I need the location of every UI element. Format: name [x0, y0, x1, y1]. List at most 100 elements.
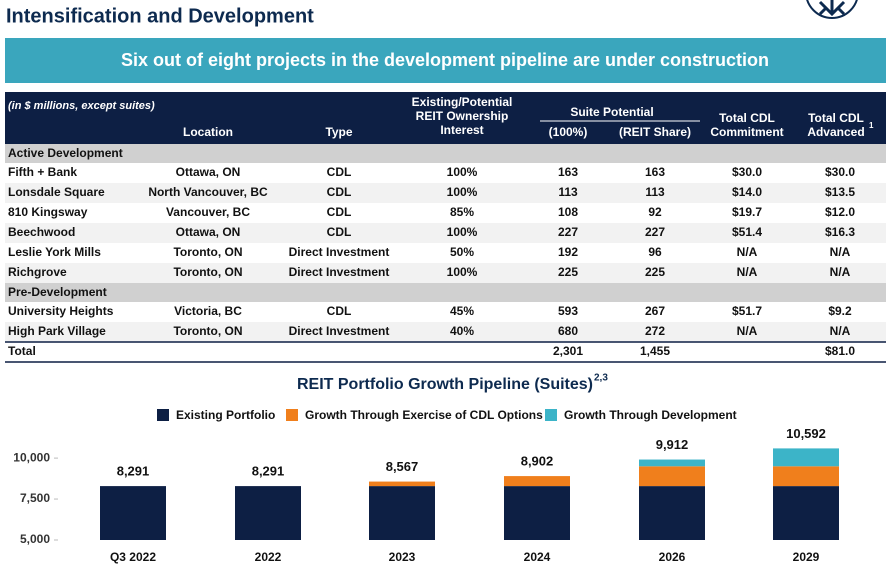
table-cell: Toronto, ON	[173, 265, 242, 279]
table-cell: Direct Investment	[289, 265, 390, 279]
header-cell: Total CDL	[808, 111, 864, 125]
header-cell: (100%)	[549, 125, 588, 139]
table-cell: $30.0	[825, 165, 855, 179]
total-label: 9,912	[656, 437, 689, 452]
row-bg	[5, 163, 886, 183]
table-cell: N/A	[830, 245, 851, 259]
table-cell: Leslie York Mills	[8, 245, 101, 259]
table-cell: $14.0	[732, 185, 762, 199]
table-cell: 85%	[450, 205, 474, 219]
bar-segment	[235, 486, 301, 540]
header-cell: Type	[325, 125, 352, 139]
table-cell: 96	[648, 245, 662, 259]
table-cell: N/A	[830, 265, 851, 279]
table-cell: 113	[645, 185, 665, 199]
row-bg	[5, 203, 886, 223]
table-cell: High Park Village	[8, 324, 106, 338]
table-cell: 100%	[447, 185, 478, 199]
table-cell: University Heights	[8, 304, 114, 318]
legend-swatch	[545, 409, 557, 421]
chart-title: REIT Portfolio Growth Pipeline (Suites)	[297, 376, 593, 393]
table-cell: Direct Investment	[289, 324, 390, 338]
table-cell: CDL	[327, 304, 352, 318]
x-tick-label: 2029	[793, 550, 820, 564]
x-tick-label: 2023	[389, 550, 416, 564]
row-bg	[5, 243, 886, 263]
row-bg	[5, 263, 886, 283]
table-cell: $19.7	[732, 205, 762, 219]
table-cell: 108	[558, 205, 578, 219]
table-cell: 192	[558, 245, 578, 259]
table-cell: 2,301	[553, 344, 583, 358]
table-cell: 100%	[447, 165, 478, 179]
header-cell: (in $ millions, except suites)	[8, 100, 155, 112]
total-label: 8,291	[252, 464, 285, 479]
table-cell: Ottawa, ON	[176, 225, 241, 239]
bar-segment	[773, 466, 839, 487]
table-cell: $30.0	[732, 165, 762, 179]
chart-title-note: 2,3	[594, 373, 608, 384]
table-cell: $51.4	[732, 225, 762, 239]
table-cell: N/A	[737, 245, 758, 259]
chart: REIT Portfolio Growth Pipeline (Suites) 2…	[13, 373, 839, 564]
header-cell: Existing/Potential	[412, 95, 513, 109]
table-cell: 225	[645, 265, 665, 279]
row-bg	[5, 183, 886, 203]
y-tick-label: 5,000	[20, 532, 50, 546]
header-cell: Total CDL	[719, 111, 775, 125]
table-cell: 272	[645, 324, 665, 338]
header-cell: (REIT Share)	[619, 125, 691, 139]
table-cell: Fifth + Bank	[8, 165, 77, 179]
table-cell: 50%	[450, 245, 474, 259]
bar-segment	[100, 486, 166, 540]
table-cell: $16.3	[825, 225, 855, 239]
total-label: 8,567	[386, 459, 419, 474]
table-cell: 227	[558, 225, 578, 239]
table-cell: 810 Kingsway	[8, 205, 88, 219]
header-cell: Location	[183, 125, 233, 139]
y-tick-label: 7,500	[20, 491, 50, 505]
table-cell: $81.0	[825, 344, 855, 358]
table-cell: 40%	[450, 324, 474, 338]
banner: Six out of eight projects in the develop…	[121, 50, 769, 70]
table-cell: 100%	[447, 265, 478, 279]
table-cell: N/A	[830, 324, 851, 338]
legend-label: Existing Portfolio	[176, 408, 275, 422]
bar-segment	[773, 448, 839, 467]
table-cell: 227	[645, 225, 665, 239]
table-cell: CDL	[327, 225, 352, 239]
table-cell: Richgrove	[8, 265, 67, 279]
bar-segment	[639, 486, 705, 540]
table-cell: 680	[558, 324, 578, 338]
x-tick-label: Q3 2022	[110, 550, 156, 564]
bar-segment	[369, 481, 435, 487]
table-cell: Toronto, ON	[173, 324, 242, 338]
section-name: Active Development	[8, 146, 123, 160]
row-bg	[5, 322, 886, 342]
table-cell: Toronto, ON	[173, 245, 242, 259]
table-cell: 163	[558, 165, 578, 179]
bar-segment	[369, 486, 435, 540]
total-label: 8,291	[117, 464, 150, 479]
table: (in $ millions, except suites) Location Ty…	[5, 95, 886, 363]
row-bg	[5, 223, 886, 243]
banner-bg	[5, 38, 886, 83]
table-cell: N/A	[737, 324, 758, 338]
table-cell: $12.0	[825, 205, 855, 219]
header-cell: Advanced	[807, 125, 864, 139]
table-cell: N/A	[737, 265, 758, 279]
section-bg	[5, 283, 886, 302]
table-cell: 225	[558, 265, 578, 279]
table-cell: $13.5	[825, 185, 855, 199]
table-header-bg	[5, 92, 886, 144]
table-cell: CDL	[327, 165, 352, 179]
x-tick-label: 2026	[659, 550, 686, 564]
table-cell: 45%	[450, 304, 474, 318]
table-cell: 92	[648, 205, 662, 219]
header-cell: Suite Potential	[570, 105, 653, 119]
table-cell: North Vancouver, BC	[148, 185, 268, 199]
legend-label: Growth Through Exercise of CDL Options	[305, 408, 543, 422]
table-cell: Vancouver, BC	[166, 205, 250, 219]
row-bg	[5, 302, 886, 322]
header-cell: 1	[869, 121, 874, 130]
